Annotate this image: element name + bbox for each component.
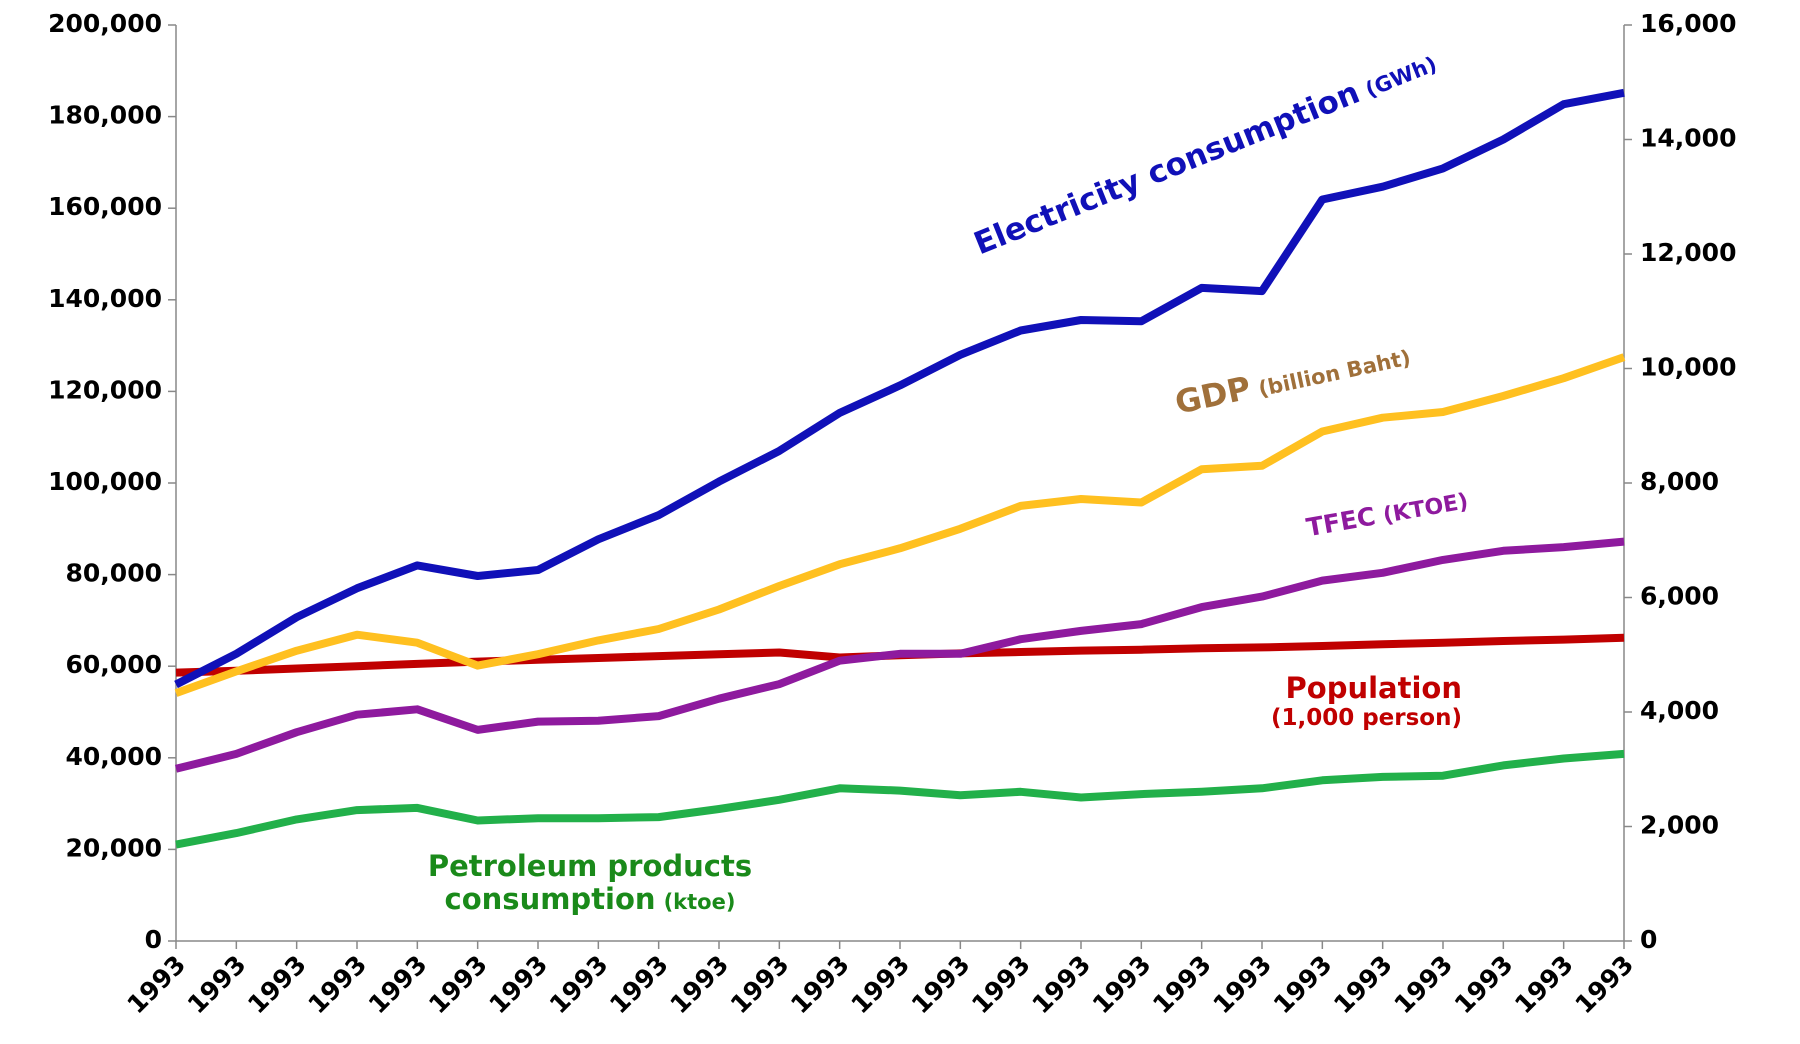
series-label-box: TFEC (KTOE)	[1267, 480, 1508, 550]
series-label: Petroleum products consumption (ktoe)	[380, 850, 800, 917]
series-line	[174, 88, 1625, 689]
series-unit: (1,000 person)	[1270, 705, 1462, 732]
series-unit: (ktoe)	[663, 890, 736, 915]
series-unit: (GWh)	[1362, 51, 1441, 103]
y-tick-label: 160,000	[48, 192, 162, 221]
y2-tick-label: 10,000	[1640, 353, 1736, 382]
x-tick-label: 1993	[845, 950, 915, 1020]
series-line	[175, 749, 1625, 849]
y2-tick-label: 2,000	[1640, 811, 1719, 840]
x-tick-label: 1993	[1087, 950, 1157, 1020]
x-tick-label: 1993	[966, 950, 1036, 1020]
x-tick-label: 1993	[1569, 950, 1639, 1020]
series-unit: (billion Baht)	[1256, 345, 1413, 402]
y2-tick-label: 14,000	[1640, 124, 1736, 153]
y-tick-label: 120,000	[48, 375, 162, 404]
series-name: Petroleum products consumption	[427, 850, 753, 917]
x-tick-label: 1993	[906, 950, 976, 1020]
y2-tick-label: 0	[1640, 925, 1657, 954]
x-tick-label: 1993	[242, 950, 312, 1020]
x-tick-label: 1993	[1328, 950, 1398, 1020]
series-label-box: Population (1,000 person)	[1160, 672, 1462, 732]
series-label: GDP (billion Baht)	[1127, 326, 1457, 431]
x-tick-label: 1993	[1207, 950, 1277, 1020]
x-tick-label: 1993	[1449, 950, 1519, 1020]
x-tick-label: 1993	[1509, 950, 1579, 1020]
x-tick-label: 1993	[1388, 950, 1458, 1020]
y2-tick-label: 16,000	[1640, 9, 1736, 38]
x-tick-label: 1993	[1147, 950, 1217, 1020]
y-tick-label: 40,000	[66, 742, 162, 771]
series-line	[175, 537, 1625, 773]
y-tick-label: 100,000	[48, 467, 162, 496]
series-label: Electricity consumption(GWh)	[939, 32, 1472, 275]
y2-tick-label: 12,000	[1640, 238, 1736, 267]
series-label-box: Electricity consumption(GWh)	[939, 32, 1472, 275]
series-name: Electricity consumption	[968, 74, 1365, 263]
series-name: GDP	[1171, 368, 1255, 422]
y-tick-label: 140,000	[48, 284, 162, 313]
y-tick-label: 200,000	[48, 9, 162, 38]
series-label: Population(1,000 person)	[1160, 672, 1462, 732]
x-tick-label: 1993	[1026, 950, 1096, 1020]
y-tick-label: 180,000	[48, 101, 162, 130]
series-label-box: Petroleum products consumption (ktoe)	[380, 850, 800, 917]
series-unit: (KTOE)	[1381, 489, 1471, 529]
y2-tick-label: 8,000	[1640, 467, 1719, 496]
y-tick-label: 60,000	[66, 650, 162, 679]
series-label-box: GDP (billion Baht)	[1127, 326, 1457, 431]
y-tick-label: 0	[145, 925, 162, 954]
y-tick-label: 20,000	[66, 833, 162, 862]
series-name: Population	[1285, 672, 1462, 705]
series-name: TFEC	[1304, 501, 1378, 543]
x-tick-label: 1993	[182, 950, 252, 1020]
series-line	[174, 353, 1626, 697]
x-tick-label: 1993	[1268, 950, 1338, 1020]
y2-tick-label: 4,000	[1640, 696, 1719, 725]
y2-tick-label: 6,000	[1640, 582, 1719, 611]
y-tick-label: 80,000	[66, 559, 162, 588]
x-tick-label: 1993	[121, 950, 191, 1020]
series-label: TFEC (KTOE)	[1267, 480, 1508, 550]
x-tick-label: 1993	[302, 950, 372, 1020]
